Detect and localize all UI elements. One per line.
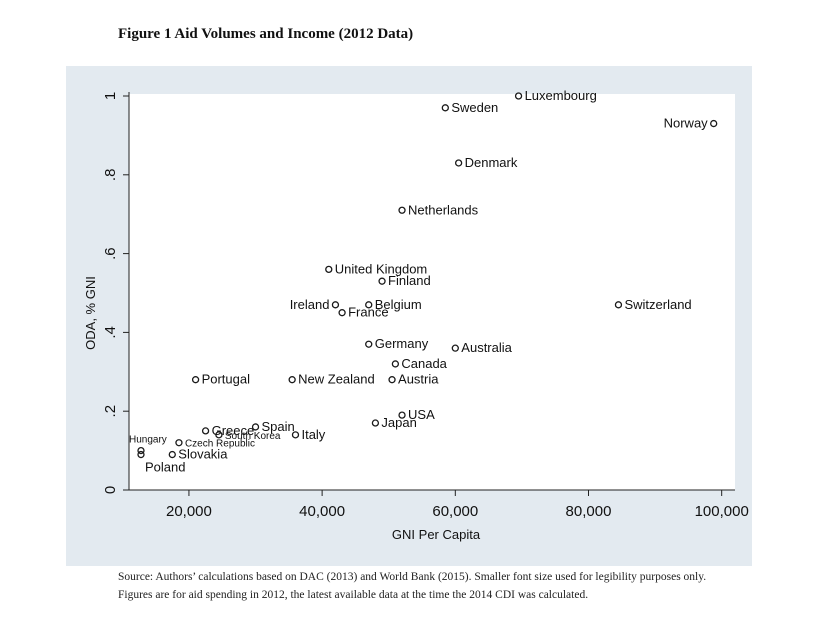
figure-title: Figure 1 Aid Volumes and Income (2012 Da… bbox=[118, 26, 414, 42]
x-tick-label: 60,000 bbox=[432, 503, 478, 520]
data-label: Slovakia bbox=[178, 447, 228, 462]
x-tick-label: 80,000 bbox=[566, 503, 612, 520]
data-label: Australia bbox=[461, 340, 512, 355]
data-point bbox=[331, 301, 340, 309]
data-label: Canada bbox=[401, 356, 447, 371]
data-point bbox=[710, 119, 718, 128]
x-axis-label: GNI Per Capita bbox=[392, 527, 481, 542]
data-point bbox=[454, 159, 463, 167]
data-label: South Korea bbox=[225, 431, 281, 442]
data-point bbox=[365, 301, 373, 309]
data-label: Belgium bbox=[375, 297, 422, 312]
data-label: Netherlands bbox=[408, 202, 479, 217]
data-label: Switzerland bbox=[624, 297, 691, 312]
data-label: Japan bbox=[381, 415, 416, 430]
data-point bbox=[137, 446, 145, 455]
data-point bbox=[388, 376, 396, 384]
y-tick-label: .8 bbox=[102, 169, 119, 182]
data-point bbox=[398, 206, 406, 214]
data-point bbox=[168, 450, 176, 459]
data-point bbox=[451, 344, 459, 352]
data-point bbox=[614, 301, 623, 309]
y-tick-label: .6 bbox=[102, 247, 119, 260]
data-point bbox=[191, 376, 200, 384]
data-label: Luxembourg bbox=[525, 88, 597, 103]
x-tick-label: 20,000 bbox=[166, 503, 212, 520]
y-axis-label: ODA, % GNI bbox=[83, 276, 98, 350]
source-note: Source: Authors’ calculations based on D… bbox=[118, 571, 707, 601]
axes: 20,000 40,000 60,000 80,000 100,000 0 .2 .4 .6 .8… bbox=[102, 92, 749, 520]
data-point bbox=[175, 439, 183, 447]
y-tick-label: .2 bbox=[102, 405, 119, 418]
data-point bbox=[291, 431, 300, 439]
data-point bbox=[251, 423, 260, 431]
data-point bbox=[365, 340, 373, 348]
x-tick-label: 40,000 bbox=[299, 503, 345, 520]
data-label: Italy bbox=[301, 427, 325, 442]
data-label: Portugal bbox=[202, 372, 251, 387]
data-point bbox=[137, 450, 145, 459]
data-label: Denmark bbox=[465, 155, 518, 170]
data-point bbox=[325, 265, 333, 274]
data-label: Spain bbox=[262, 419, 295, 434]
data-point bbox=[391, 360, 400, 368]
data-label: New Zealand bbox=[298, 372, 375, 387]
data-label: Finland bbox=[388, 273, 431, 288]
data-label: Sweden bbox=[451, 100, 498, 115]
data-label: Poland bbox=[145, 460, 185, 475]
y-tick-label: 0 bbox=[102, 486, 119, 494]
data-point bbox=[338, 309, 346, 317]
y-tick-label: 1 bbox=[102, 92, 119, 100]
data-point bbox=[201, 427, 210, 435]
data-points: Luxembourg Sweden Norway Denmark Netherlands… bbox=[129, 88, 718, 475]
data-label: Germany bbox=[375, 336, 429, 351]
data-point bbox=[441, 104, 449, 112]
scatter-chart: 20,000 40,000 60,000 80,000 100,000 0 .2 .4 .6 .8… bbox=[83, 88, 749, 542]
plot-area bbox=[129, 94, 735, 490]
data-label: United Kingdom bbox=[335, 261, 428, 276]
data-label: Hungary bbox=[129, 435, 167, 446]
data-point bbox=[215, 431, 223, 439]
data-point bbox=[514, 92, 523, 100]
data-label: Norway bbox=[664, 116, 709, 131]
data-label: Austria bbox=[398, 372, 439, 387]
data-label: Czech Republic bbox=[185, 439, 255, 450]
data-point bbox=[398, 411, 406, 419]
data-label: USA bbox=[408, 407, 435, 422]
x-tick-label: 100,000 bbox=[695, 503, 749, 520]
data-point bbox=[288, 376, 296, 384]
data-label: France bbox=[348, 305, 388, 320]
y-tick-label: .4 bbox=[102, 326, 119, 339]
data-label: Ireland bbox=[290, 297, 330, 312]
data-point bbox=[378, 277, 386, 285]
data-point bbox=[371, 419, 380, 427]
